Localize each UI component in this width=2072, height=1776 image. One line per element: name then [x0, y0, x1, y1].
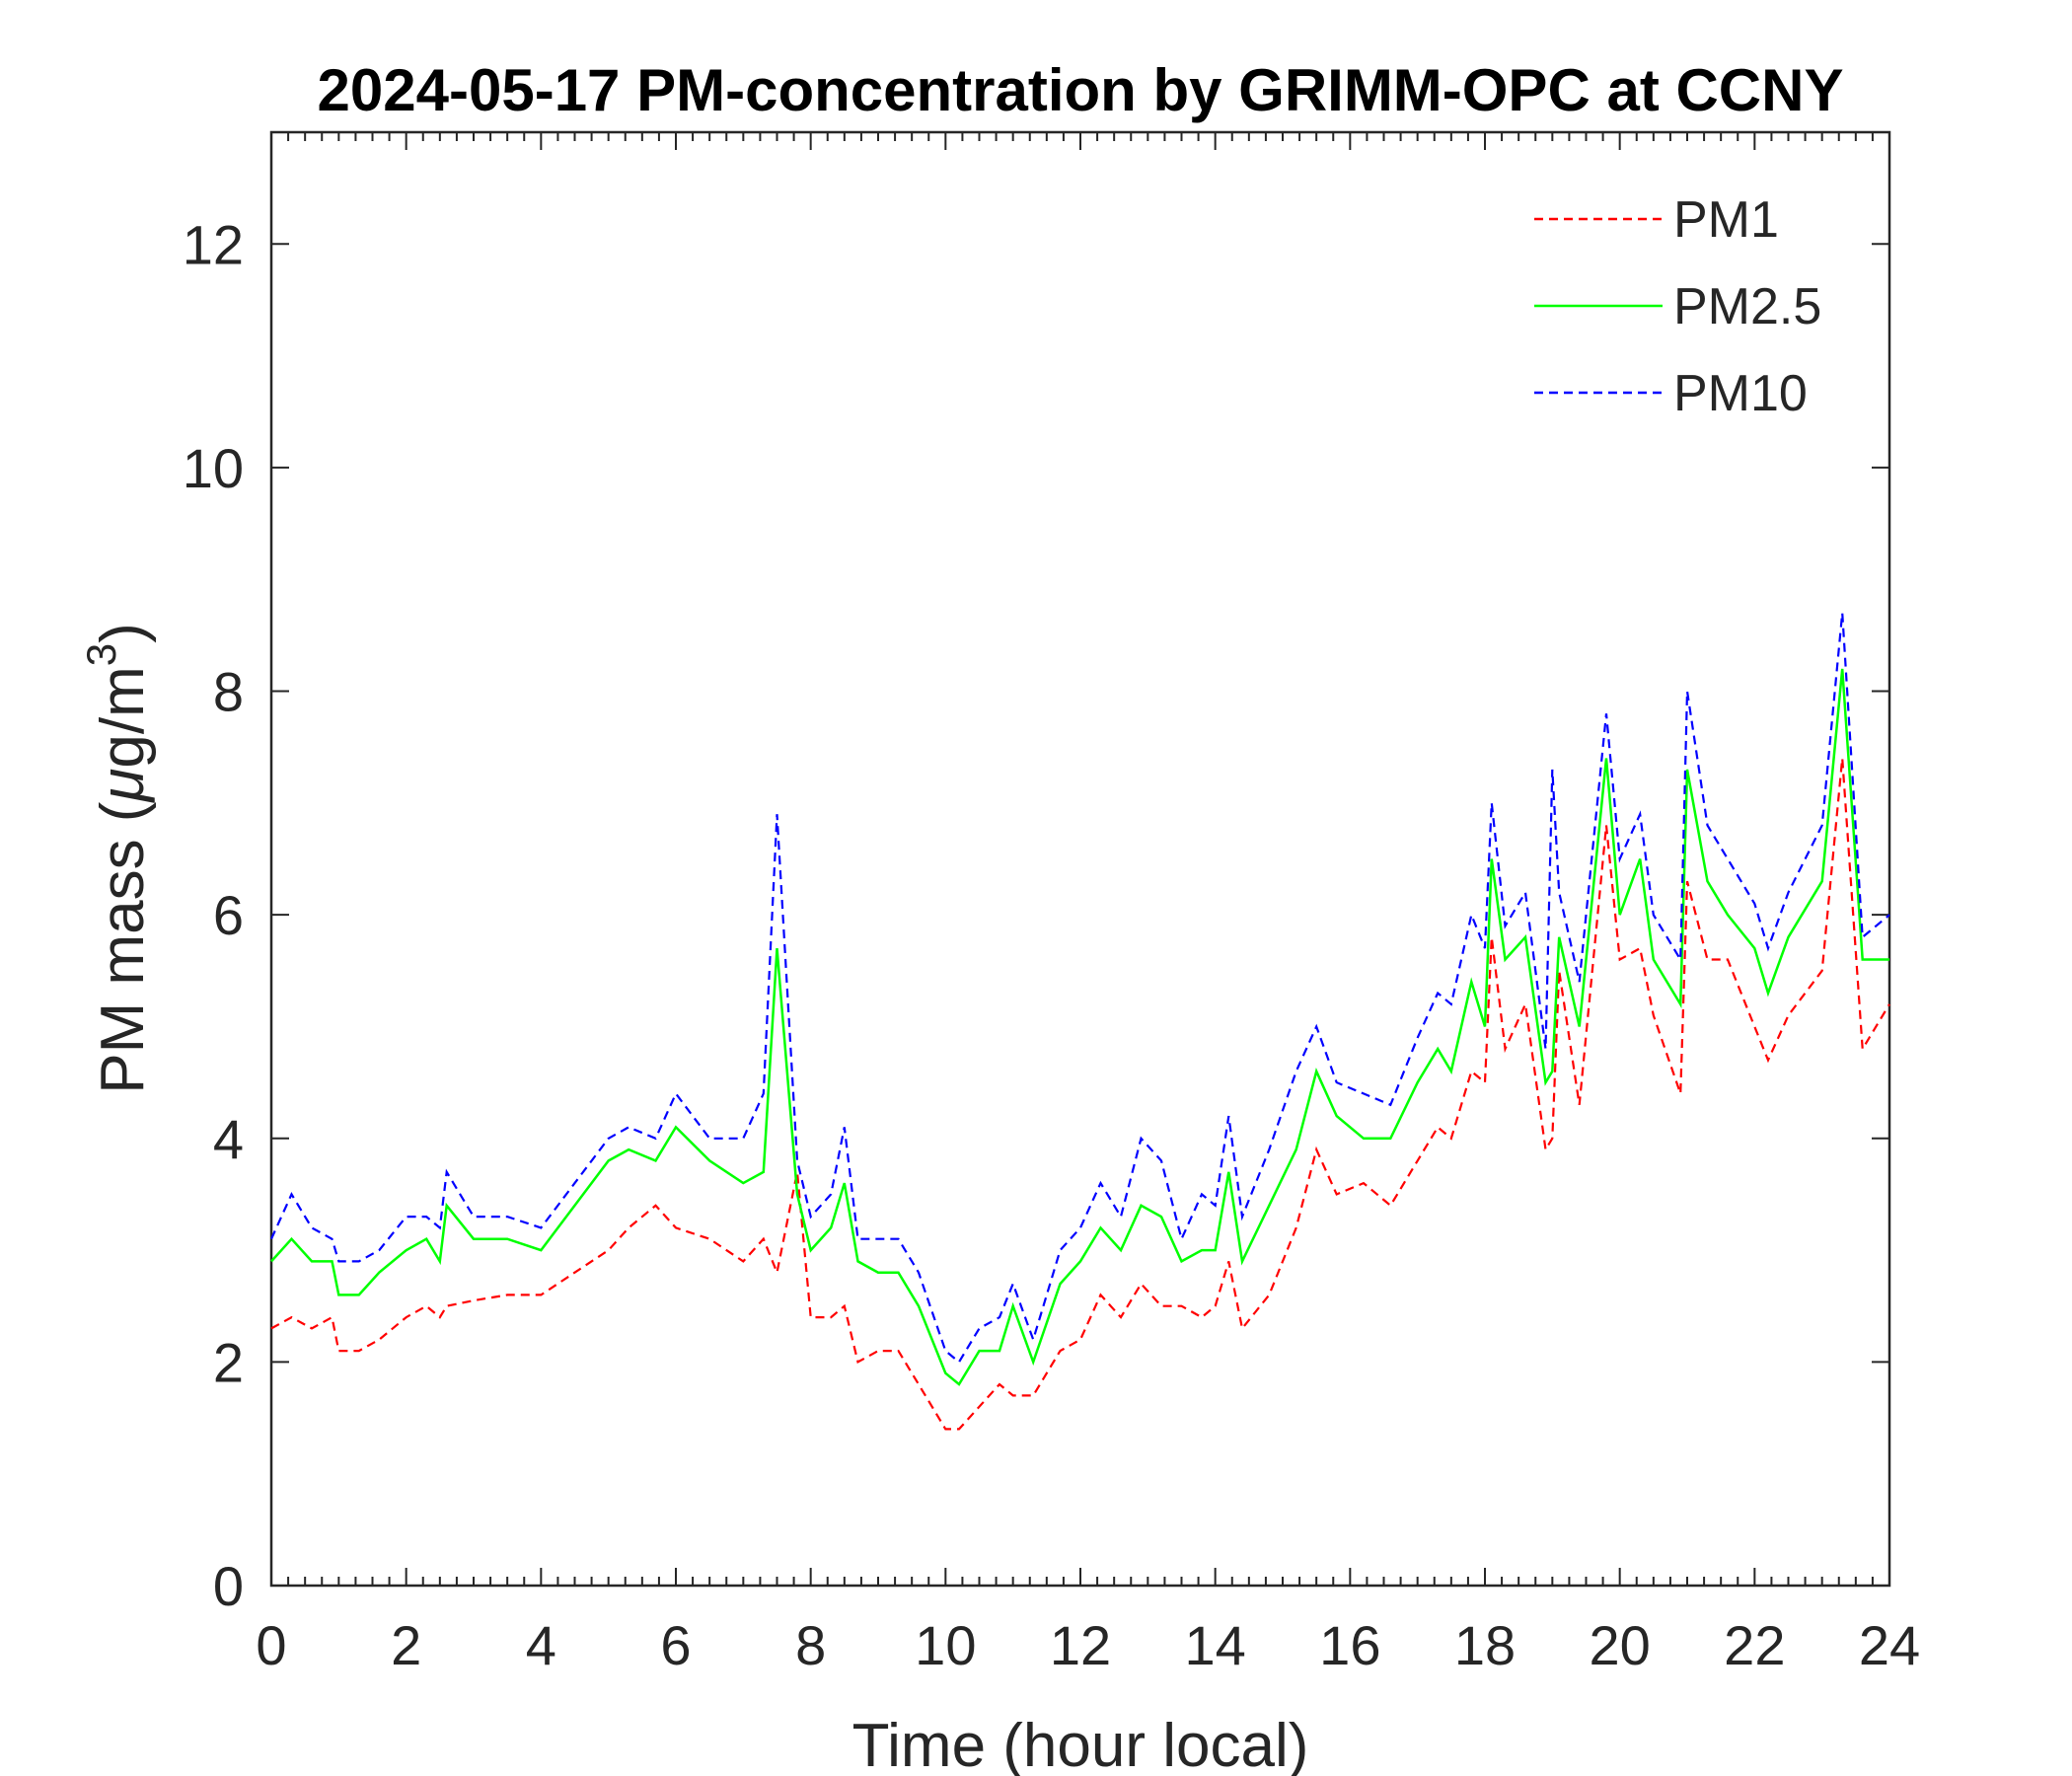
x-tick-label: 14 — [1185, 1614, 1246, 1676]
x-axis-label: Time (hour local) — [852, 1712, 1309, 1776]
series-line-pm1 — [270, 758, 1890, 1431]
x-tick-label: 20 — [1590, 1614, 1651, 1676]
legend: PM1 PM2.5 PM10 — [1534, 191, 1821, 422]
x-tick-label: 0 — [256, 1614, 286, 1676]
y-tick-label: 8 — [213, 661, 244, 723]
legend-label: PM1 — [1673, 191, 1779, 249]
y-label-sup: 3 — [78, 643, 124, 666]
series-line-pm25 — [270, 668, 1889, 1386]
y-label-close: ) — [89, 623, 157, 643]
y-tick-label: 2 — [213, 1331, 244, 1393]
y-tick-label: 6 — [213, 884, 244, 946]
legend-label: PM10 — [1673, 365, 1808, 422]
y-label-unit: g/m — [89, 666, 157, 768]
x-tick-label: 2 — [391, 1614, 421, 1676]
y-tick-label: 0 — [213, 1555, 244, 1617]
legend-label: PM2.5 — [1673, 278, 1821, 335]
x-tick-label: 22 — [1724, 1614, 1785, 1676]
x-tick-label: 24 — [1859, 1614, 1920, 1676]
y-tick-label: 10 — [183, 437, 244, 499]
x-tick-label: 18 — [1454, 1614, 1516, 1676]
x-tick-label: 6 — [660, 1614, 691, 1676]
x-tick-label: 8 — [795, 1614, 826, 1676]
y-label-mu: μ — [89, 769, 157, 804]
x-tick-label: 4 — [526, 1614, 556, 1676]
y-tick-label: 12 — [183, 213, 244, 275]
y-label-main: PM mass ( — [89, 801, 157, 1094]
x-tick-label: 10 — [915, 1614, 976, 1676]
x-tick-label: 12 — [1050, 1614, 1111, 1676]
y-axis-label: PM mass (μg/m3) — [78, 623, 157, 1094]
chart-title: 2024-05-17 PM-concentration by GRIMM-OPC… — [318, 57, 1844, 123]
y-tick-label: 4 — [213, 1108, 244, 1170]
x-tick-label: 16 — [1319, 1614, 1380, 1676]
